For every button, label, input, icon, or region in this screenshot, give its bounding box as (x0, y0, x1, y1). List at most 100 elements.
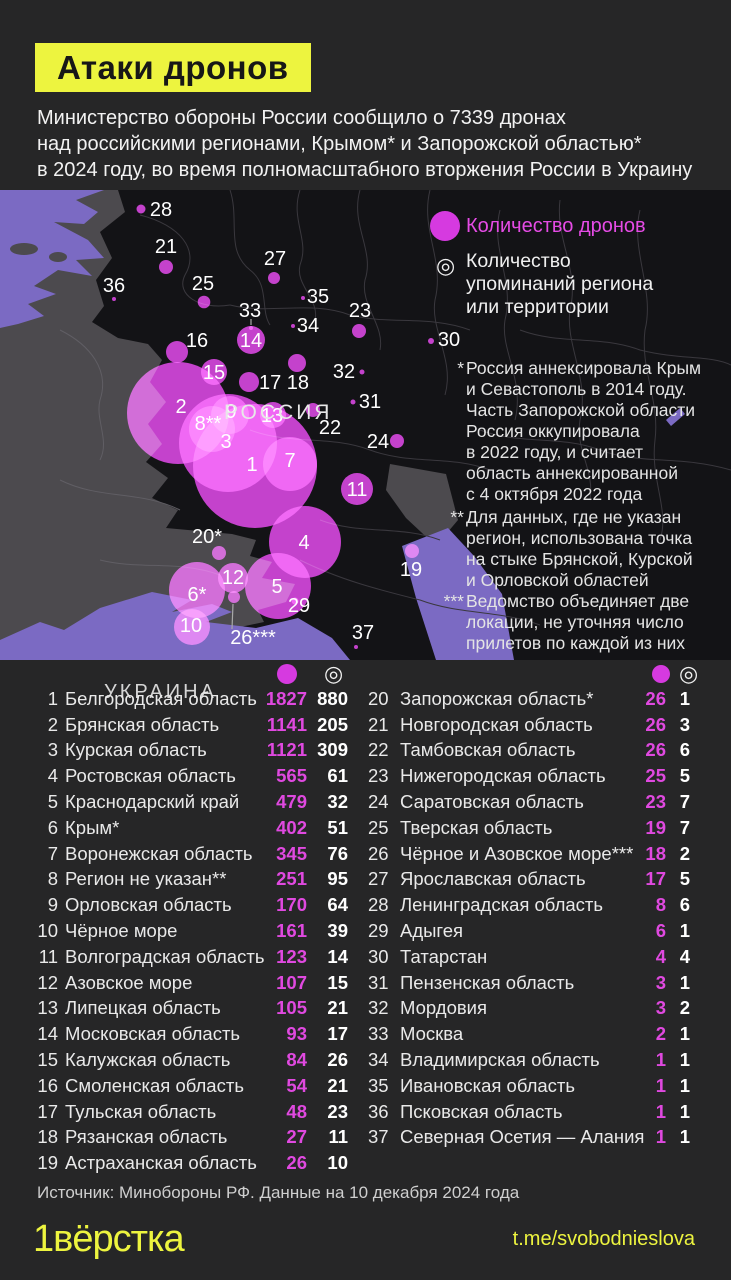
row-drones-count: 402 (276, 816, 307, 838)
regions-table-left-column: 1 Белгородская область 1827 880 2 Брянская об… (24, 686, 356, 1176)
drone-markers-layer (112, 204, 434, 649)
map-marker-16 (166, 341, 188, 363)
map-marker-label-6: 6* (188, 584, 207, 606)
row-region-name: Мордовия (400, 997, 488, 1019)
row-region-name: Рязанская область (65, 1126, 228, 1148)
map-marker-36 (112, 297, 116, 301)
row-drones-count: 251 (276, 868, 307, 890)
row-rank: 25 (368, 816, 389, 838)
map-marker-label-1: 1 (246, 454, 257, 476)
table-row: 30 Татарстан 4 4 (368, 944, 690, 970)
map-marker-label-2: 2 (175, 396, 186, 418)
map-marker-25 (197, 295, 211, 309)
row-mentions-count: 6 (679, 894, 690, 916)
row-drones-count: 105 (276, 997, 307, 1019)
row-rank: 9 (47, 894, 58, 916)
map-marker-label-19: 19 (400, 559, 422, 581)
row-rank: 31 (368, 971, 389, 993)
row-region-name: Белгородская область (65, 687, 257, 709)
map-marker-label-14: 14 (240, 330, 262, 352)
row-region-name: Новгородская область (400, 713, 593, 735)
caspian-sea-shape (402, 528, 514, 660)
row-mentions-count: 21 (327, 997, 348, 1019)
row-region-name: Владимирская область (400, 1049, 600, 1071)
row-drones-count: 23 (645, 791, 666, 813)
row-drones-count: 26 (645, 739, 666, 761)
table-row: 7 Воронежская область 345 76 (24, 841, 356, 867)
marker-leader-line (231, 603, 234, 630)
row-drones-count: 93 (286, 1023, 307, 1045)
map-marker-label-22: 22 (319, 417, 341, 439)
row-drones-count: 48 (286, 1100, 307, 1122)
row-region-name: Крым* (65, 816, 120, 838)
table-row: 11 Волгоградская область 123 14 (24, 944, 356, 970)
map-marker-37 (354, 645, 358, 649)
regions-table-right-column: 20 Запорожская область* 26 1 2 1 Новгородская … (368, 686, 690, 1150)
row-region-name: Тверская область (400, 816, 553, 838)
table-row: 17 Тульская область 48 23 (24, 1099, 356, 1125)
row-mentions-count: 39 (327, 920, 348, 942)
row-drones-count: 54 (286, 1074, 307, 1096)
row-drones-count: 3 (655, 971, 666, 993)
baltic-island (10, 243, 38, 255)
row-rank: 13 (37, 997, 58, 1019)
verstka-logo: 1вёрстка (33, 1218, 185, 1260)
map-marker-20 (212, 546, 226, 560)
row-region-name: Волгоградская область (65, 945, 265, 967)
row-region-name: Ленинградская область (400, 894, 604, 916)
row-drones-count: 1 (655, 1100, 666, 1122)
table-row: 3 Курская область 1121 309 (24, 738, 356, 764)
map-marker-label-24: 24 (367, 431, 389, 453)
row-mentions-count: 51 (327, 816, 348, 838)
row-mentions-count: 1 (679, 1126, 690, 1148)
map-marker-label-36: 36 (103, 275, 125, 297)
map-marker-label-26: 26*** (230, 627, 276, 649)
map-marker-label-12: 12 (222, 567, 244, 589)
map-marker-label-5: 5 (271, 576, 282, 598)
row-rank: 3 (47, 739, 58, 761)
table-row: 25 Тверская область 19 7 (368, 815, 690, 841)
map-marker-label-29: 29 (288, 595, 310, 617)
row-drones-count: 1 (655, 1049, 666, 1071)
table-row: 15 Калужская область 84 26 (24, 1047, 356, 1073)
row-drones-count: 25 (645, 765, 666, 787)
table-row: 12 Азовское море 107 15 (24, 970, 356, 996)
row-region-name: Запорожская область* (400, 687, 594, 709)
table-row: 20 Запорожская область* 26 1 (368, 686, 690, 712)
row-rank: 12 (37, 971, 58, 993)
map-marker-label-9: 9 (225, 401, 236, 423)
map-marker-label-13: 13 (261, 405, 283, 427)
row-mentions-count: 1 (679, 920, 690, 942)
map-marker-label-37: 37 (352, 622, 374, 644)
map-marker-6 (169, 562, 225, 618)
table-row: 9 Орловская область 170 64 (24, 892, 356, 918)
map-marker-label-32: 32 (333, 361, 355, 383)
row-rank: 37 (368, 1126, 389, 1148)
row-region-name: Северная Осетия — Алания (400, 1126, 645, 1148)
map-marker-35 (301, 296, 305, 300)
row-drones-count: 19 (645, 816, 666, 838)
table-row: 13 Липецкая область 105 21 (24, 996, 356, 1022)
row-drones-count: 479 (276, 791, 307, 813)
table-row: 10 Чёрное море 161 39 (24, 918, 356, 944)
table-row: 23 Нижегородская область 25 5 (368, 763, 690, 789)
row-mentions-count: 1 (679, 1074, 690, 1096)
map-marker-17 (239, 372, 259, 392)
row-mentions-count: 2 (679, 997, 690, 1019)
row-mentions-count: 2 (679, 842, 690, 864)
row-mentions-count: 5 (679, 868, 690, 890)
region-borders (59, 190, 731, 626)
row-region-name: Тамбовская область (400, 739, 576, 761)
row-rank: 10 (37, 920, 58, 942)
map-marker-label-33: 33 (239, 300, 261, 322)
row-rank: 1 (47, 687, 58, 709)
row-drones-count: 161 (276, 920, 307, 942)
drones-column-icon (277, 664, 297, 684)
table-row: 4 Ростовская область 565 61 (24, 763, 356, 789)
row-rank: 27 (368, 868, 389, 890)
map-marker-18 (288, 354, 306, 372)
row-mentions-count: 309 (317, 739, 348, 761)
row-mentions-count: 1 (679, 1100, 690, 1122)
map-marker-label-11: 11 (347, 479, 368, 501)
map-marker-24 (390, 434, 404, 448)
